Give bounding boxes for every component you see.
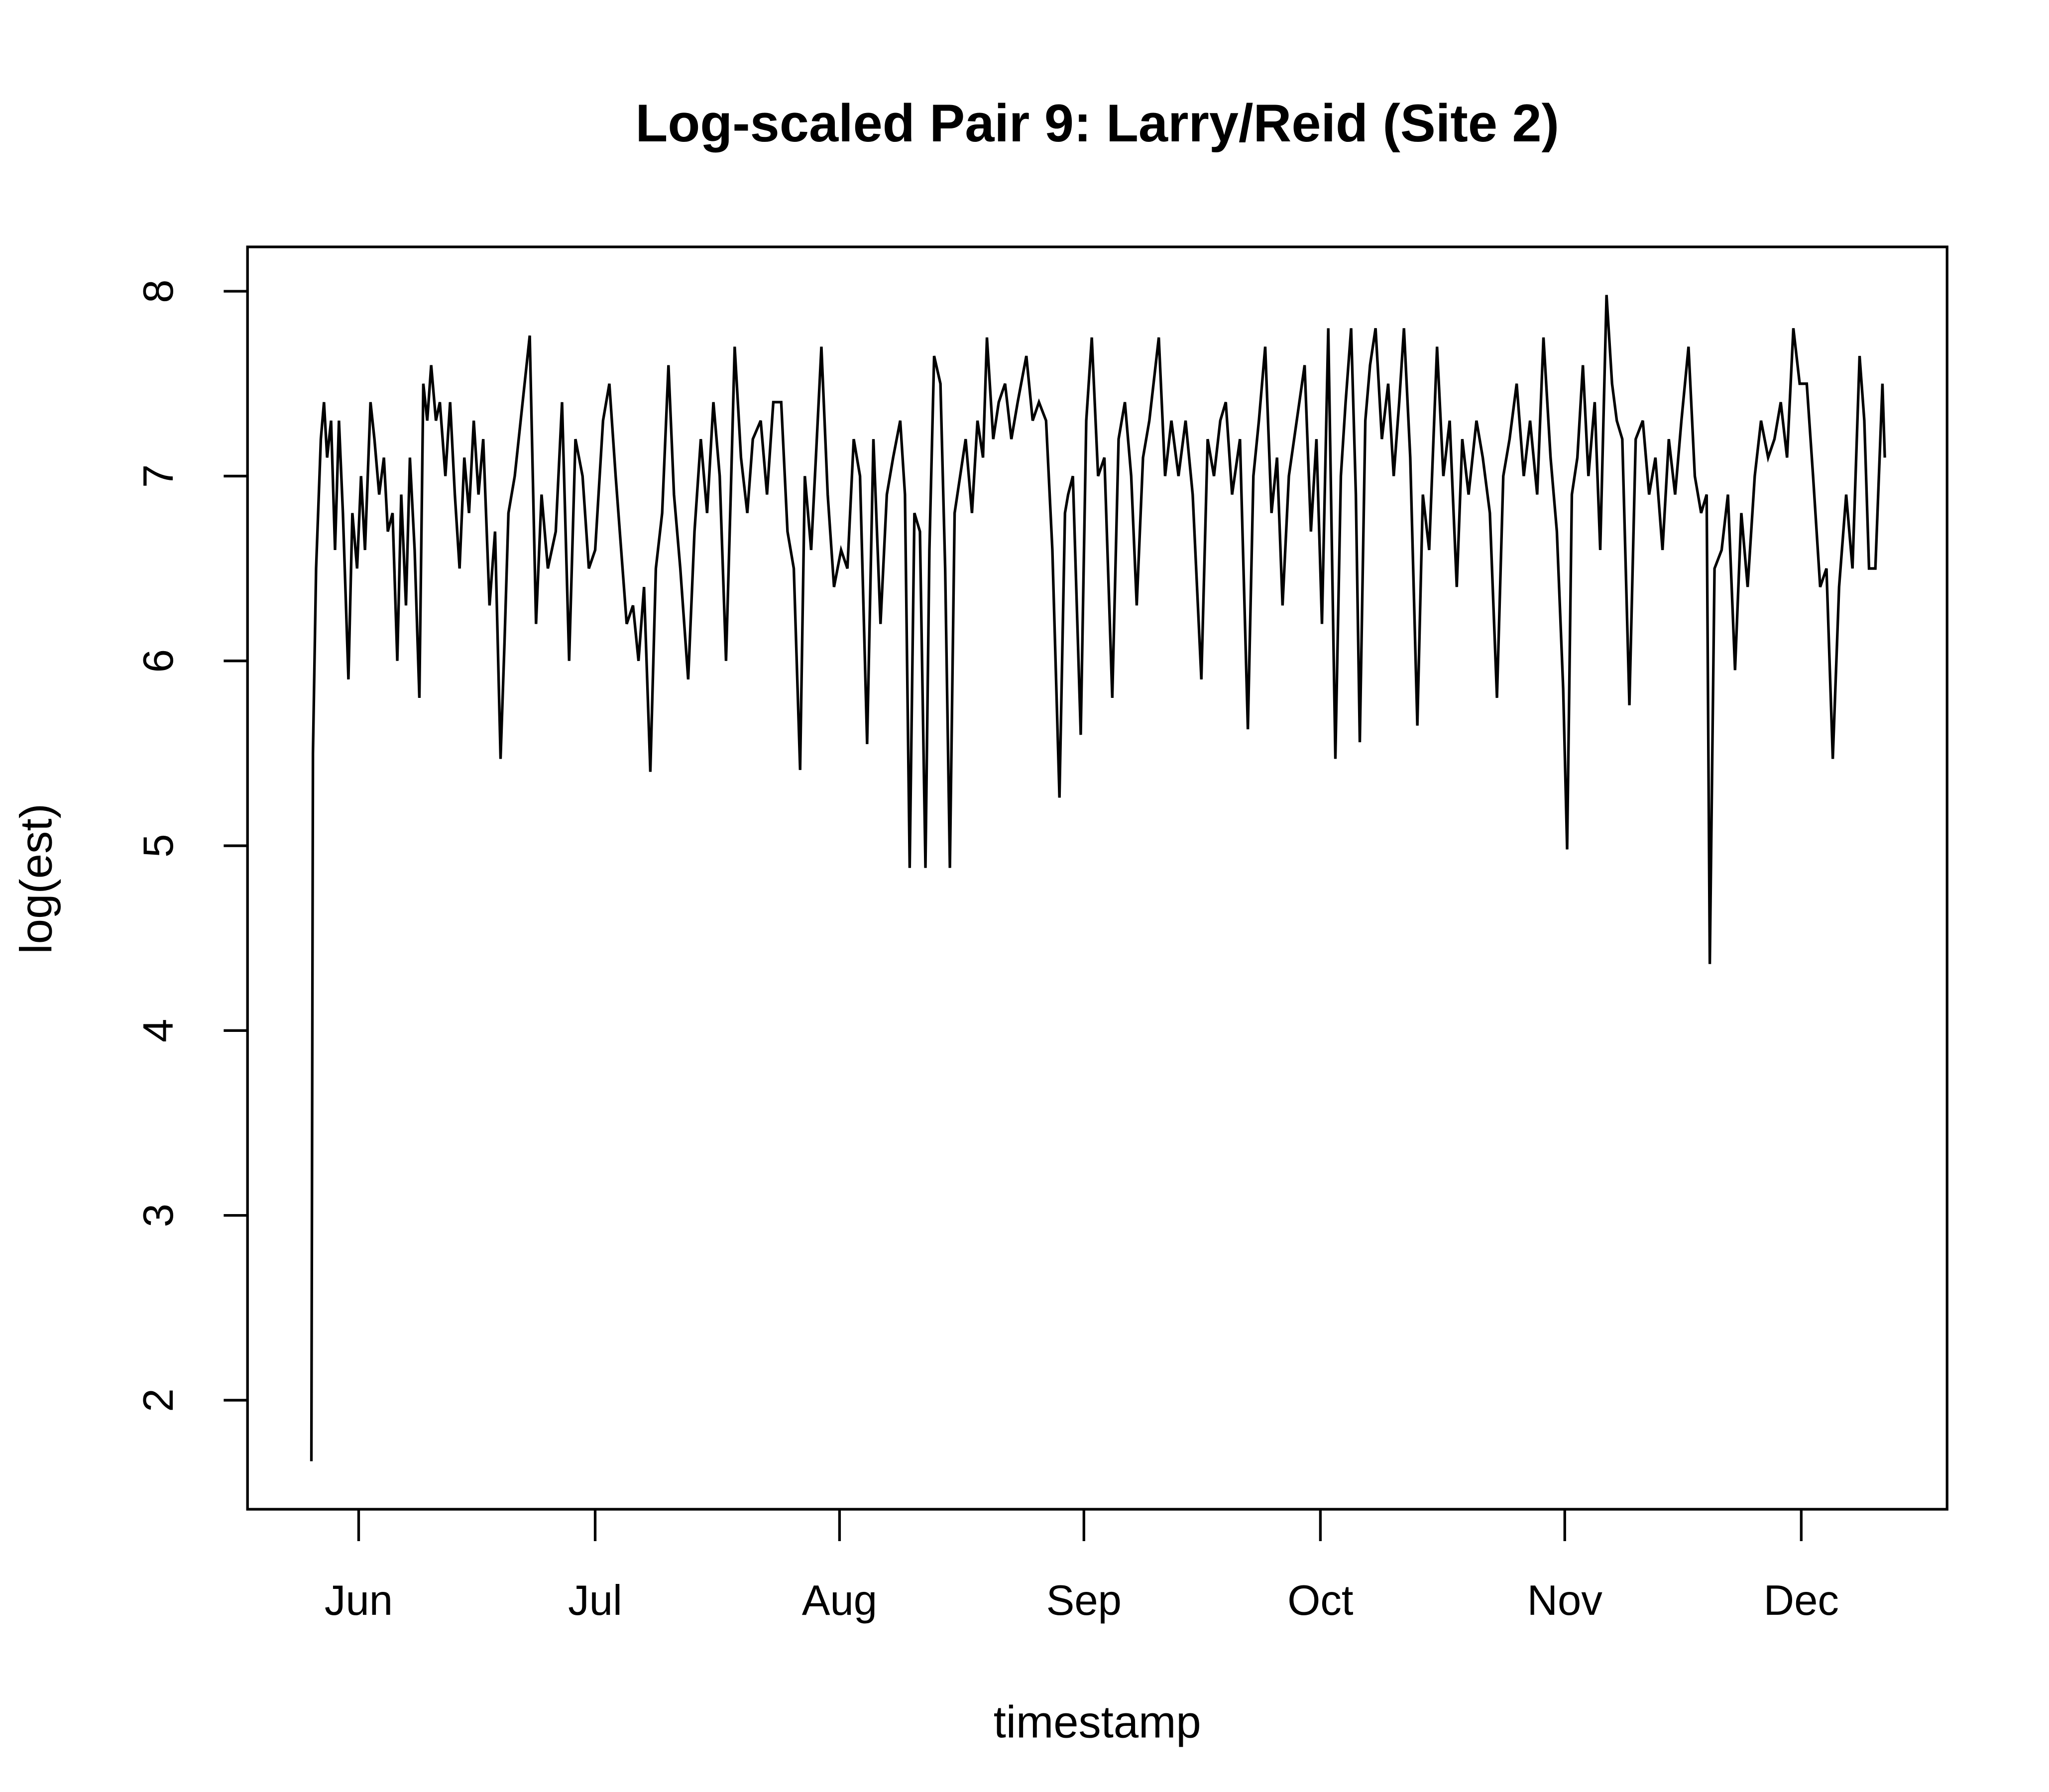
x-tick-label: Aug	[802, 1577, 877, 1624]
x-tick-label: Nov	[1527, 1577, 1603, 1624]
y-tick-label: 7	[135, 464, 182, 488]
y-axis-label: log(est)	[11, 803, 62, 954]
y-tick-label: 4	[135, 1019, 182, 1042]
y-tick-label: 3	[135, 1204, 182, 1227]
y-tick-label: 6	[135, 649, 182, 672]
x-tick-label: Sep	[1046, 1577, 1122, 1624]
y-tick-label: 8	[135, 279, 182, 303]
plot-frame	[246, 245, 1948, 1511]
x-tick-label: Oct	[1287, 1577, 1354, 1624]
x-axis-label: timestamp	[994, 1697, 1201, 1748]
x-tick-label: Jul	[568, 1577, 622, 1624]
data-line	[310, 295, 1886, 1461]
x-tick-label: Dec	[1764, 1577, 1839, 1624]
y-tick-label: 2	[135, 1388, 182, 1412]
chart-title: Log-scaled Pair 9: Larry/Reid (Site 2)	[635, 94, 1559, 153]
y-tick-label: 5	[135, 834, 182, 857]
x-tick-label: Jun	[325, 1577, 393, 1624]
